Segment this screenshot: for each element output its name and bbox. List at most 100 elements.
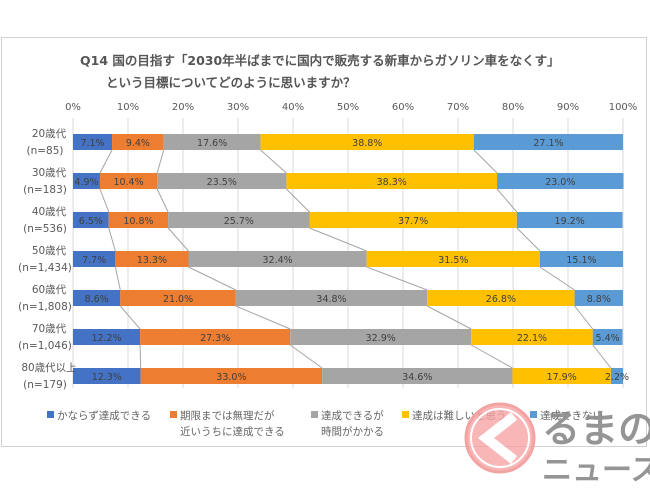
bar-segment [427,290,575,306]
data-label: 9.4% [126,138,150,149]
series-line [119,305,141,330]
bar-segment [290,329,472,345]
bar-segment [322,368,513,384]
legend-item: 達成できるが 時間がかかる [311,408,384,440]
x-tick-label: 10% [117,102,139,113]
chart-title-line1: Q14 国の目指す「2030年半ばまでに国内で販売する新車からガソリン車をなくす… [80,53,560,68]
bar-segment [112,134,164,150]
bar-segment [73,329,141,345]
watermark-chevron-icon [477,412,518,464]
series-line [592,344,612,369]
data-label: 6.5% [79,216,103,227]
legend-swatch [311,411,318,418]
series-line [156,149,165,174]
category-label: 40歳代 [32,206,67,218]
bar-segment [73,251,116,267]
legend-item: 達成できない [530,408,603,424]
data-label: 2.2% [605,372,629,383]
data-label: 34.6% [402,372,432,383]
bar-segment [539,251,623,267]
data-label: 15.1% [566,255,596,266]
bar-segment [574,290,623,306]
bar-segment [235,290,428,306]
bar-segment [260,134,474,150]
data-label: 7.1% [80,138,104,149]
bar-segment [471,329,593,345]
series-line [260,149,287,174]
data-label: 5.4% [596,333,620,344]
series-line [188,266,237,291]
series-line [574,305,594,330]
data-label: 8.8% [587,294,611,305]
bar-segment [286,173,498,189]
category-n-label: (n=179) [23,379,67,391]
data-label: 17.6% [197,138,227,149]
data-label: 13.3% [137,255,167,266]
series-line [426,305,472,330]
chart-title-line2: という目標についてどのように思いますか？ [106,75,356,90]
data-label: 4.9% [74,177,98,188]
data-label: 12.2% [91,333,121,344]
x-tick-label: 50% [337,102,359,113]
category-n-label: (n=1,434) [18,262,72,274]
legend-label: 達成できるが [321,410,384,422]
data-label: 17.9% [547,372,577,383]
data-label: 8.6% [85,294,109,305]
x-tick-label: 40% [282,102,304,113]
data-label: 38.8% [352,138,382,149]
bar-segment [73,173,100,189]
legend-item: 期限までは無理だが 近いうちに達成できる [170,408,285,440]
legend-label: 期限までは無理だが [180,410,275,422]
series-line [114,266,121,291]
data-label: 23.5% [207,177,237,188]
data-label: 37.7% [398,216,428,227]
data-label: 38.3% [377,177,407,188]
category-label: 70歳代 [32,323,67,335]
legend-swatch [47,411,54,418]
series-line [156,188,169,213]
category-n-label: (n=1,046) [18,340,72,352]
legend-item: かならず達成できる [47,408,151,424]
legend-label: 時間がかかる [321,426,384,438]
data-label: 23.0% [545,177,575,188]
data-label: 21.0% [163,294,193,305]
bar-segment [140,368,323,384]
series-line [516,227,541,252]
bar-segment [73,134,113,150]
series-line [539,266,575,291]
series-line [286,188,310,213]
bar-segment [99,173,158,189]
bar-segment [140,329,291,345]
category-label: 80歳代以上 [21,362,76,374]
x-tick-label: 0% [65,102,81,113]
series-line [289,344,323,369]
data-label: 33.0% [216,372,246,383]
legend-label: 達成できない [540,410,603,422]
bar-segment [516,212,623,228]
bar-segment [473,134,623,150]
data-label: 19.2% [555,216,585,227]
series-line [473,149,498,174]
bar-segment [309,212,517,228]
category-label: 60歳代 [32,284,67,296]
watermark-text-line2: ニュース [542,453,650,488]
category-label: 30歳代 [32,167,67,179]
series-line [99,188,110,213]
legend-swatch [402,411,409,418]
legend-swatch [170,411,177,418]
category-n-label: (n=1,808) [18,301,72,313]
bar-segment [157,173,287,189]
bar-segment [108,212,169,228]
data-label: 27.1% [533,138,563,149]
bar-segment [73,290,121,306]
data-label: 27.3% [200,333,230,344]
data-label: 25.7% [224,216,254,227]
bar-segment [163,134,261,150]
data-label: 12.3% [92,372,122,383]
data-label: 10.4% [113,177,143,188]
bar-segment [73,212,109,228]
x-tick-label: 80% [502,102,524,113]
bar-segment [120,290,236,306]
bar-segment [73,368,141,384]
x-tick-label: 20% [172,102,194,113]
